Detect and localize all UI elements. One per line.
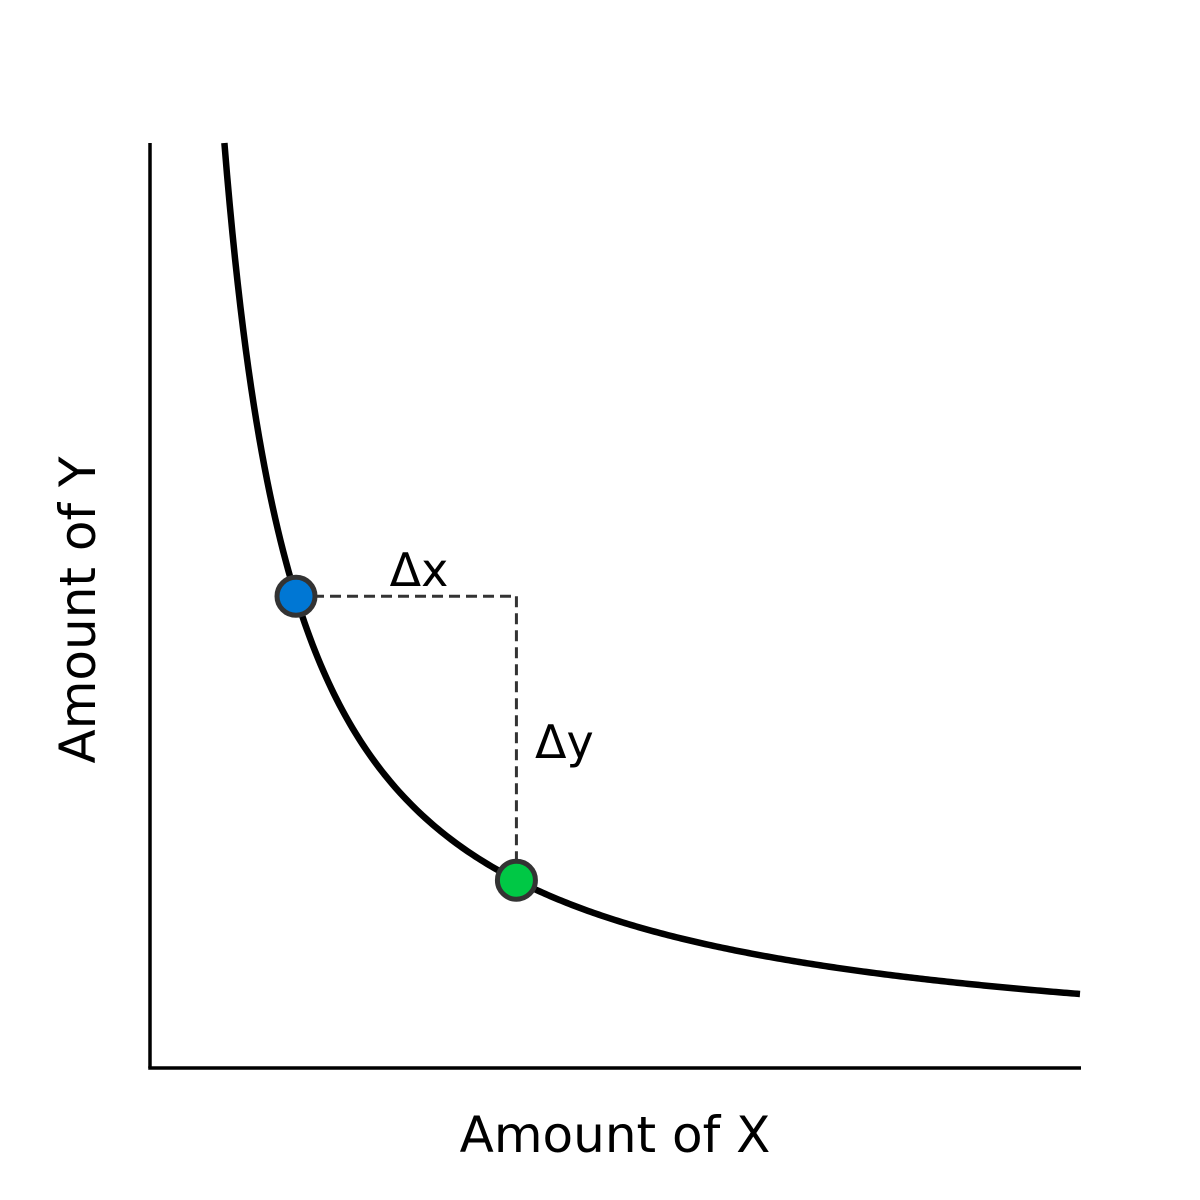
x-axis-label: Amount of X	[460, 1106, 771, 1164]
delta-y-label: Δy	[535, 715, 594, 769]
delta-x-label: Δx	[390, 543, 449, 597]
point-start	[274, 574, 318, 618]
curve-series	[221, 142, 1081, 998]
point-end	[494, 858, 538, 902]
y-axis-label: Amount of Y	[49, 456, 107, 763]
